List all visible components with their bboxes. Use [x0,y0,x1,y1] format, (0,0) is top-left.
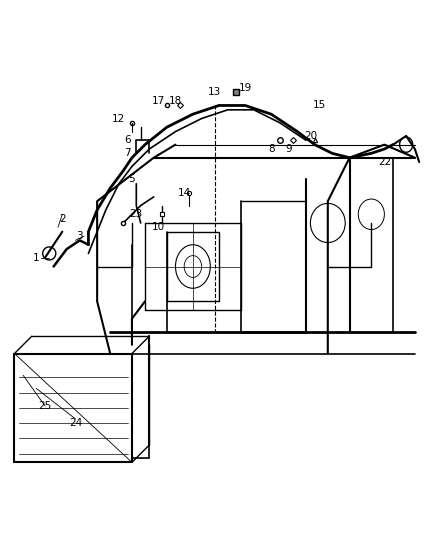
Text: 1: 1 [33,253,39,263]
Text: 12: 12 [112,114,126,124]
Text: 2: 2 [59,214,66,224]
Text: 5: 5 [129,174,135,184]
Text: 3: 3 [76,231,83,241]
Text: 23: 23 [130,209,143,219]
Text: 9: 9 [285,144,292,154]
Text: 13: 13 [208,87,221,98]
Text: 19: 19 [238,83,252,93]
Text: 6: 6 [124,135,131,146]
Text: 7: 7 [124,148,131,158]
Text: 14: 14 [177,188,191,198]
Text: 25: 25 [38,401,52,411]
Text: 10: 10 [152,222,165,232]
Text: 15: 15 [312,100,326,110]
Text: 8: 8 [268,144,275,154]
Text: 17: 17 [152,96,165,106]
Text: 24: 24 [69,418,82,428]
Text: 22: 22 [378,157,391,167]
Text: 20: 20 [304,131,317,141]
Text: 18: 18 [169,96,182,106]
